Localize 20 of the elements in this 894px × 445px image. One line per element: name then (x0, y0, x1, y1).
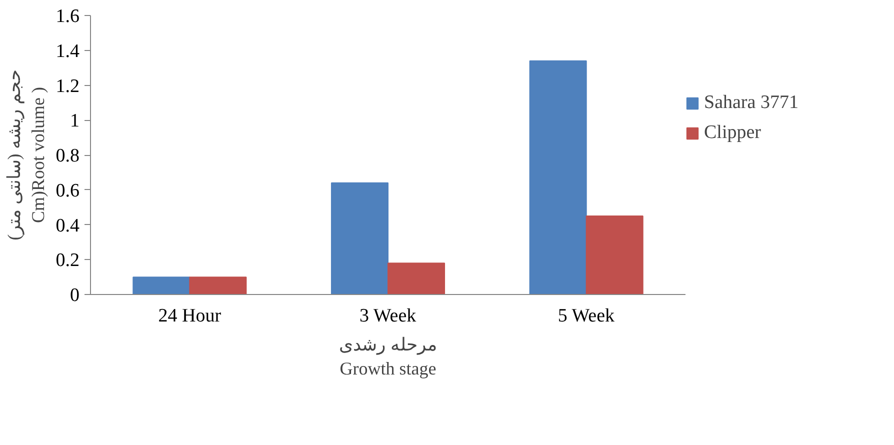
x-tick-label: 24 Hour (158, 306, 222, 326)
y-tick-label: 1 (70, 110, 80, 132)
y-tick-label: 0.8 (56, 146, 80, 166)
x-tick-label: 5 Week (558, 306, 616, 326)
bar (586, 216, 644, 294)
bar (330, 182, 388, 294)
bar (388, 262, 446, 294)
legend-label: Sahara 3771 (704, 92, 798, 114)
bar (529, 60, 587, 294)
bar (189, 276, 247, 294)
y-tick-label: 0.6 (56, 180, 80, 202)
y-tick-label: 0.2 (56, 250, 80, 272)
bar (132, 276, 190, 294)
y-tick-label: 0.4 (56, 215, 80, 236)
y-tick-label: 0 (70, 285, 80, 306)
legend-label: Clipper (704, 122, 761, 144)
y-tick-label: 1.4 (56, 40, 80, 62)
x-tick-label: 3 Week (359, 306, 417, 326)
y-tick-label: 1.2 (56, 76, 80, 97)
y-tick-label: 1.6 (56, 6, 80, 27)
